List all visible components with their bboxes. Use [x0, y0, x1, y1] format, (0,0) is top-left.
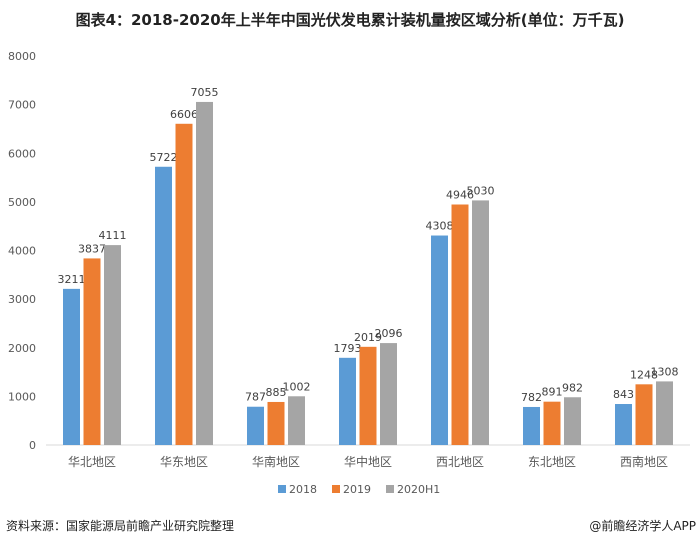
bar-2018 — [339, 357, 356, 445]
bar-2019 — [83, 258, 101, 445]
bar-2019 — [175, 123, 193, 445]
data-label: 787 — [245, 391, 266, 404]
credit-note: @前瞻经济学人APP — [589, 519, 696, 533]
bar-2018 — [155, 166, 172, 445]
bar-2018 — [431, 235, 448, 445]
bar-2020H1 — [380, 343, 397, 445]
bar-2020H1 — [196, 101, 213, 445]
x-tick-label: 华南地区 — [252, 454, 300, 469]
data-label: 885 — [266, 386, 287, 399]
bar-2019 — [451, 204, 469, 445]
y-tick-label: 8000 — [8, 50, 36, 63]
data-label: 4308 — [426, 220, 454, 233]
y-tick-label: 7000 — [8, 99, 36, 112]
bar-chart: 0 1000 2000 3000 4000 5000 6000 7000 8000 华北地区 321… — [8, 50, 690, 496]
data-label: 1248 — [630, 368, 658, 381]
bar-2019 — [359, 346, 377, 445]
bar-2019 — [543, 401, 561, 445]
bar-2020H1 — [472, 200, 489, 445]
legend-label: 2019 — [343, 483, 371, 496]
data-label: 7055 — [191, 86, 219, 99]
x-tick-label: 华东地区 — [160, 455, 208, 469]
data-label: 3837 — [78, 242, 106, 255]
data-label: 782 — [521, 391, 542, 404]
data-label: 1308 — [651, 365, 679, 378]
y-tick-label: 3000 — [8, 293, 36, 306]
y-tick-label: 5000 — [8, 196, 36, 209]
y-tick-label: 2000 — [8, 342, 36, 355]
bar-2018 — [523, 406, 540, 445]
x-tick-label: 东北地区 — [528, 455, 576, 469]
x-tick-label: 华中地区 — [344, 454, 392, 469]
legend-swatch-2020H1 — [386, 485, 394, 493]
data-label: 3211 — [58, 273, 86, 286]
bar-2018 — [63, 288, 80, 445]
data-label: 4946 — [446, 189, 474, 202]
x-tick-label: 华北地区 — [68, 455, 116, 469]
data-label: 1002 — [283, 380, 311, 393]
bar-2019 — [635, 384, 653, 445]
data-label: 5722 — [150, 151, 178, 164]
data-label: 2019 — [354, 331, 382, 344]
x-tick-label: 西南地区 — [620, 454, 668, 469]
data-label: 5030 — [467, 184, 495, 197]
bar-2018 — [247, 406, 264, 445]
data-label: 2096 — [375, 327, 403, 340]
y-tick-label: 0 — [29, 439, 36, 452]
data-label: 982 — [562, 381, 583, 394]
x-tick-label: 西北地区 — [436, 455, 484, 469]
data-label: 1793 — [334, 342, 362, 355]
y-tick-label: 6000 — [8, 147, 36, 160]
bar-2020H1 — [656, 381, 673, 445]
legend-label: 2020H1 — [397, 483, 440, 496]
data-label: 891 — [542, 386, 563, 399]
chart-title: 图表4：2018-2020年上半年中国光伏发电累计装机量按区域分析(单位：万千瓦… — [75, 11, 625, 29]
data-label: 6606 — [170, 108, 198, 121]
bar-2019 — [267, 401, 285, 445]
legend-swatch-2018 — [278, 485, 286, 493]
source-note: 资料来源：国家能源局前瞻产业研究院整理 — [6, 519, 235, 533]
bar-2020H1 — [564, 397, 581, 445]
legend-swatch-2019 — [332, 485, 340, 493]
y-tick-label: 1000 — [8, 390, 36, 403]
legend-label: 2018 — [289, 483, 317, 496]
bar-2020H1 — [104, 245, 121, 445]
y-tick-label: 4000 — [8, 245, 36, 258]
bar-2020H1 — [288, 396, 305, 445]
bar-2018 — [615, 404, 632, 445]
data-label: 843 — [613, 388, 634, 401]
data-label: 4111 — [99, 229, 127, 242]
